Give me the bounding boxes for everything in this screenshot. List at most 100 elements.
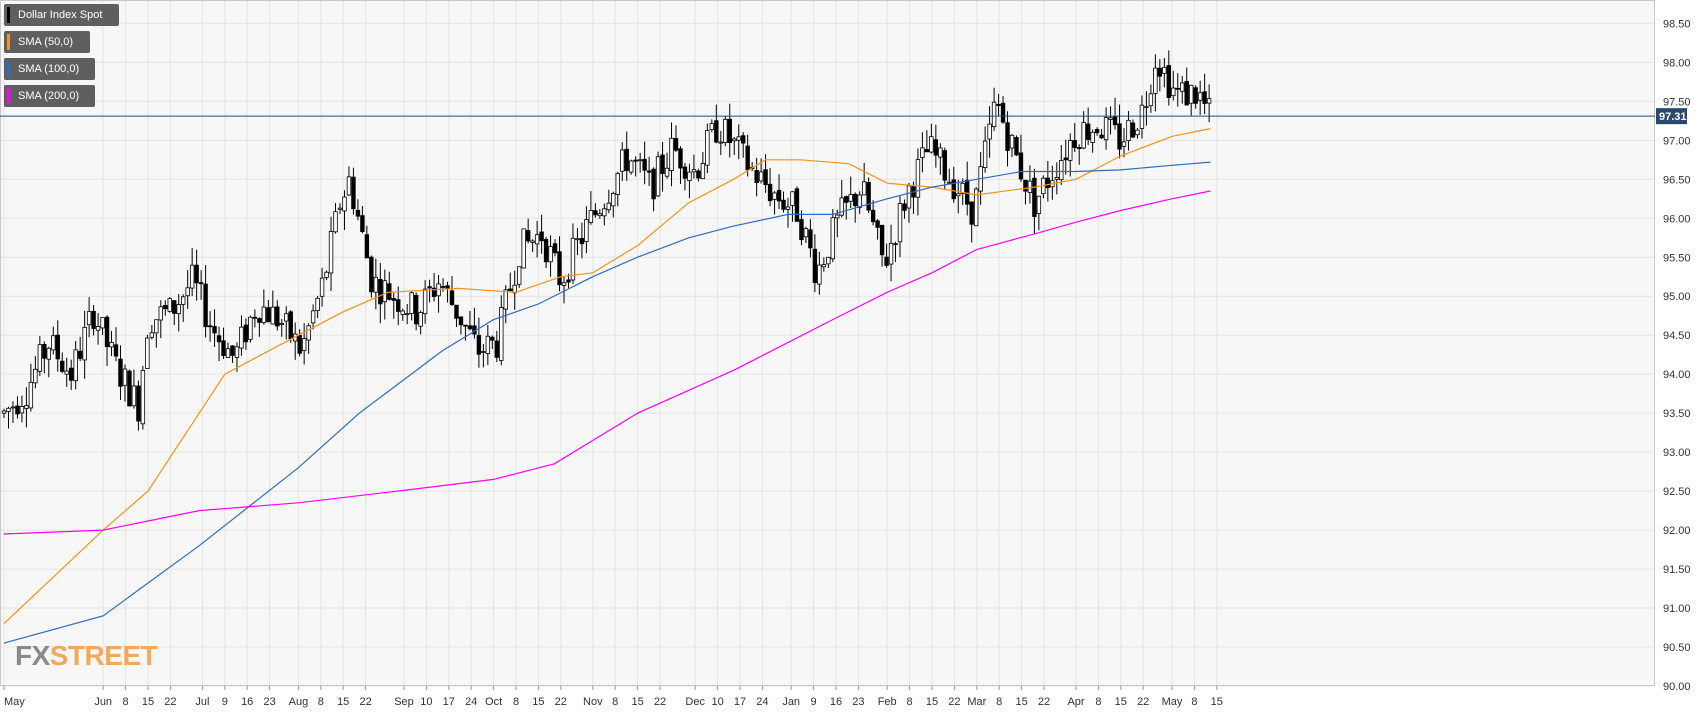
candle-down [969,201,974,225]
candle-down [996,103,1001,107]
candle-down [355,209,361,217]
candle-down [1045,177,1051,189]
legend-item-sma-100[interactable]: SMA (100,0) [4,58,95,80]
candle-up [306,325,311,341]
candle-down [127,370,132,407]
x-tick-label: 15 [926,696,938,708]
candle-up [991,101,997,128]
candle-up [225,348,231,358]
candle-up [248,316,253,340]
candle-up [1103,117,1109,141]
candle-up [404,313,410,316]
candle-up [485,335,491,354]
candle-up [284,313,289,322]
x-tick-label: 8 [1191,696,1197,708]
candle-up [687,171,692,182]
y-tick-label: 96.50 [1663,174,1691,186]
x-tick-label: 23 [852,696,864,708]
candle-down [745,145,750,171]
legend-label: SMA (100,0) [18,63,80,75]
y-tick-label: 90.50 [1663,642,1691,654]
candle-down [660,154,665,175]
last-price-label: 97.31 [1659,111,1687,123]
candle-up [906,185,912,209]
candle-down [351,176,356,210]
candle-up [1,410,7,414]
candle-up [821,264,827,268]
candle-up [180,296,186,305]
plot-border [0,0,1655,686]
y-tick-label: 91.50 [1663,564,1691,576]
candle-up [1054,177,1059,180]
y-tick-label: 92.00 [1663,525,1691,537]
candle-up [333,211,338,233]
candle-up [629,160,634,173]
y-tick-label: 97.50 [1663,96,1691,108]
candle-down [624,148,629,171]
candle-up [611,192,616,207]
x-tick-label: 24 [756,696,768,708]
y-tick-label: 98.00 [1663,57,1691,69]
candle-down [194,264,199,284]
x-tick-label: 23 [263,696,275,708]
candle-down [1166,65,1171,98]
candle-down [1157,67,1163,77]
x-tick-label: Dec [685,696,705,708]
candle-down [55,334,60,360]
candle-down [42,343,47,359]
candle-down [207,325,213,328]
legend-item-dollar-index[interactable]: Dollar Index Spot [4,4,119,26]
x-tick-label: Aug [289,696,309,708]
candle-down [696,170,701,179]
candle-up [620,149,625,172]
candle-up [315,297,320,311]
candle-down [1063,157,1068,161]
legend-item-sma-50[interactable]: SMA (50,0) [4,31,90,53]
candle-down [136,385,141,422]
grid [0,0,1655,687]
candle-up [239,326,244,349]
candle-up [570,237,576,281]
candle-up [835,214,840,219]
candle-down [15,405,20,415]
x-tick-label: 15 [337,696,349,708]
x-tick-label: 22 [555,696,567,708]
x-tick-label: Oct [485,696,502,708]
x-tick-label: 15 [142,696,154,708]
candle-down [1112,116,1118,126]
x-tick-label: Jun [94,696,112,708]
candle-up [1180,82,1185,92]
candle-up [270,306,275,325]
candle-down [942,150,947,181]
candle-up [929,136,934,153]
candle-down [651,168,656,200]
candle-down [951,179,956,200]
candle-down [454,304,459,319]
candle-up [615,172,620,195]
candle-up [73,349,78,382]
candle-down [866,181,871,211]
candle-down [77,350,83,359]
candle-up [1162,66,1167,74]
x-tick-label: 9 [222,696,228,708]
candle-up [51,335,56,351]
candle-up [530,240,535,243]
candle-down [198,282,204,285]
y-tick-label: 94.00 [1663,369,1691,381]
candle-down [763,169,768,186]
candle-down [965,179,970,205]
candle-up [705,130,710,166]
candle-up [337,207,343,210]
candle-up [718,141,723,144]
candle-down [1000,102,1006,123]
candle-up [861,181,867,196]
legend-item-sma-200[interactable]: SMA (200,0) [4,85,95,107]
candle-up [785,206,791,210]
candle-up [973,188,979,227]
candle-down [297,335,302,354]
x-tick-label: 9 [811,696,817,708]
legend-swatch [7,34,10,50]
x-tick-label: Mar [967,696,986,708]
candle-up [154,319,159,334]
candle-down [543,239,549,263]
